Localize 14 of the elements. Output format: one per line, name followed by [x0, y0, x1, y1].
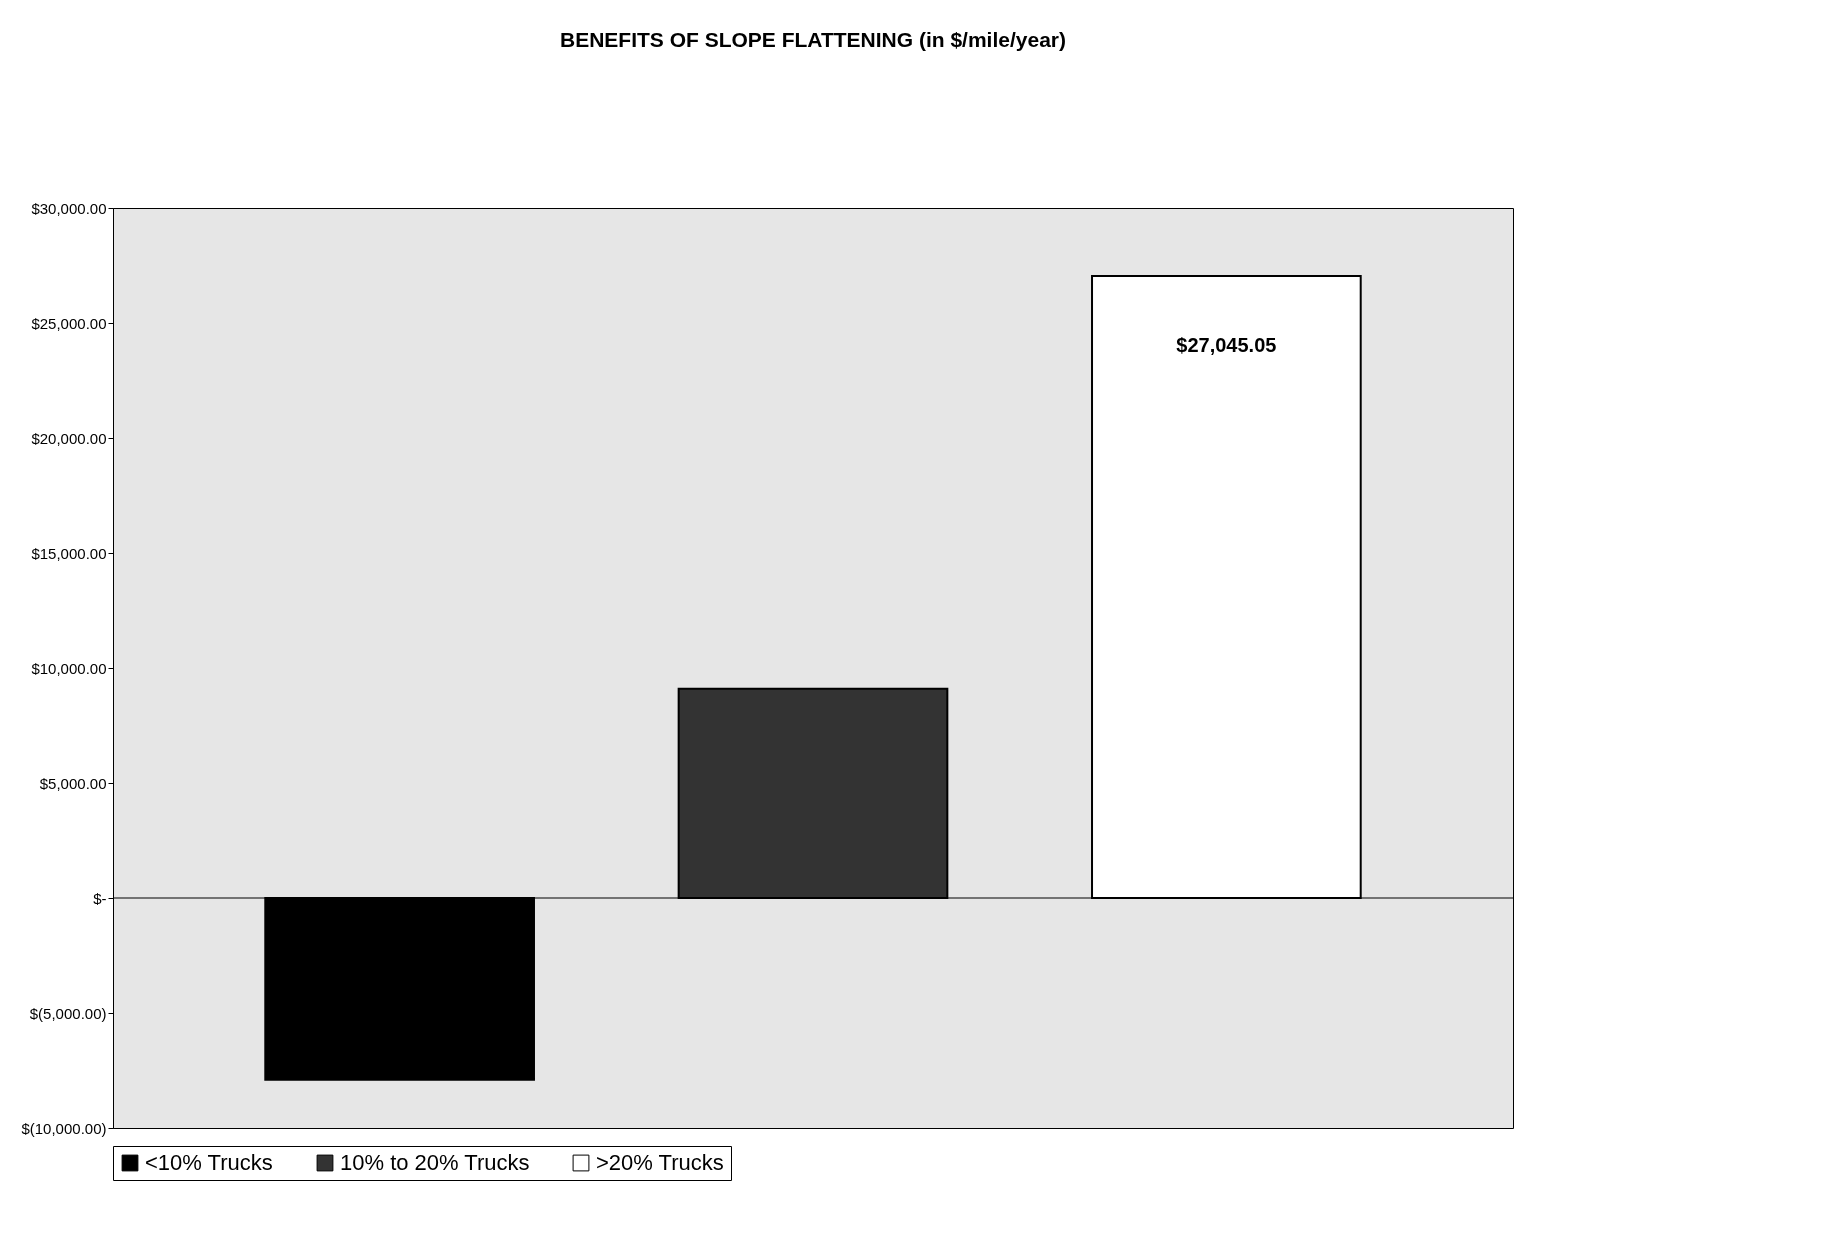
- y-tick-label: $(10,000.00): [21, 1119, 107, 1137]
- y-tick-label: $-: [93, 889, 107, 907]
- y-tick-label: $25,000.00: [31, 314, 107, 332]
- y-tick-label: $(5,000.00): [29, 1004, 107, 1022]
- y-tick-label: $20,000.00: [31, 429, 107, 447]
- y-tick-label: $5,000.00: [39, 774, 107, 792]
- chart-title: BENEFITS OF SLOPE FLATTENING (in $/mile/year): [559, 28, 1067, 51]
- y-tick-label: $15,000.00: [31, 544, 107, 562]
- legend-label: >20% Trucks: [596, 1150, 724, 1175]
- data-label: $27,045.05: [1176, 333, 1277, 356]
- legend-label: 10% to 20% Trucks: [340, 1150, 530, 1175]
- y-tick-label: $10,000.00: [31, 659, 107, 677]
- y-tick-label: $30,000.00: [31, 199, 107, 217]
- legend-label: <10% Trucks: [145, 1150, 273, 1175]
